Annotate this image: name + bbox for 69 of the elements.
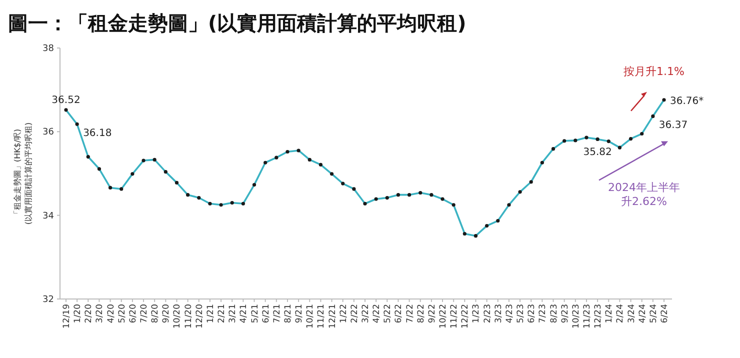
x-tick-label: 5/24	[648, 304, 659, 324]
x-tick-label: 7/21	[272, 304, 282, 324]
x-tick-label: 7/22	[405, 304, 416, 324]
x-tick-label: 6/22	[394, 304, 404, 324]
x-tick-label: 2/24	[616, 304, 626, 324]
x-tick-label: 10/21	[306, 304, 316, 328]
x-tick-label: 1/24	[604, 304, 615, 324]
x-tick-label: 8/20	[150, 304, 161, 324]
x-tick-label: 3/21	[228, 304, 238, 324]
x-tick-label: 6/20	[128, 304, 138, 324]
x-tick-label: 1/23	[472, 304, 482, 324]
x-tick-label: 6/21	[261, 304, 272, 324]
x-tick-label: 3/24	[626, 304, 637, 324]
x-tick-label: 10/22	[438, 304, 449, 328]
x-tick-label: 8/23	[549, 304, 560, 324]
x-tick-label: 3/23	[494, 304, 504, 324]
data-label: 36.52	[52, 94, 80, 106]
y-tick-label: 32	[42, 295, 54, 305]
y-tick-label: 34	[42, 211, 54, 222]
x-tick-label: 5/23	[516, 304, 526, 324]
x-tick-label: 4/22	[372, 304, 382, 324]
y-axis-title: 「租金走勢圖」(HK$/呎) (以實用面積計算的平均呎租)	[13, 122, 33, 225]
y-tick-label: 36	[42, 128, 54, 138]
data-label: 36.76*	[670, 96, 704, 107]
x-tick-label: 4/21	[239, 304, 250, 324]
x-tick-label: 6/24	[660, 304, 670, 324]
x-tick-label: 10/23	[571, 304, 582, 328]
x-tick-label: 4/24	[638, 304, 648, 324]
x-tick-label: 9/22	[427, 304, 438, 324]
data-label: 35.82	[583, 147, 612, 158]
x-tick-label: 12/19	[62, 304, 72, 328]
x-tick-label: 6/23	[527, 304, 538, 324]
x-tick-label: 10/20	[172, 304, 183, 328]
x-tick-label: 12/20	[194, 304, 205, 328]
x-tick-label: 4/20	[106, 304, 116, 324]
y-tick-label: 38	[42, 44, 54, 54]
x-tick-label: 9/20	[162, 304, 172, 324]
x-tick-label: 9/23	[560, 304, 570, 324]
x-tick-label: 5/22	[383, 304, 394, 324]
x-tick-label: 3/22	[361, 304, 371, 324]
x-tick-label: 2/22	[350, 304, 360, 324]
x-tick-label: 3/20	[95, 304, 106, 324]
x-tick-label: 5/20	[117, 304, 128, 324]
x-tick-label: 12/23	[594, 304, 604, 328]
x-tick-label: 2/23	[482, 304, 493, 324]
x-tick-label: 9/21	[294, 304, 305, 324]
x-tick-label: 2/21	[217, 304, 228, 324]
x-tick-label: 12/22	[460, 304, 471, 328]
x-tick-label: 4/23	[504, 304, 515, 324]
x-tick-label: 11/21	[316, 304, 327, 328]
x-tick-label: 12/21	[328, 304, 338, 328]
x-tick-label: 8/21	[283, 304, 294, 324]
chart-title: 圖一：「租金走勢圖」(以實用面積計算的平均呎租)	[8, 11, 466, 35]
x-tick-label: 1/22	[338, 304, 349, 324]
x-tick-label: 2/20	[84, 304, 94, 324]
annotation: 升2.62%	[621, 195, 667, 208]
data-label: 36.18	[83, 128, 112, 140]
x-tick-label: 7/23	[538, 304, 548, 324]
annotation: 按月升1.1%	[624, 64, 684, 78]
x-tick-label: 5/21	[250, 304, 260, 324]
x-tick-label: 7/20	[140, 304, 150, 324]
x-tick-label: 1/20	[73, 304, 84, 324]
x-tick-label: 11/23	[582, 304, 592, 328]
data-label: 36.37	[658, 120, 688, 132]
x-tick-label: 11/22	[450, 304, 460, 328]
annotation: 2024年上半年	[608, 181, 680, 194]
x-tick-label: 8/22	[416, 304, 426, 324]
x-tick-label: 11/20	[184, 304, 194, 328]
x-tick-label: 1/21	[206, 304, 216, 324]
